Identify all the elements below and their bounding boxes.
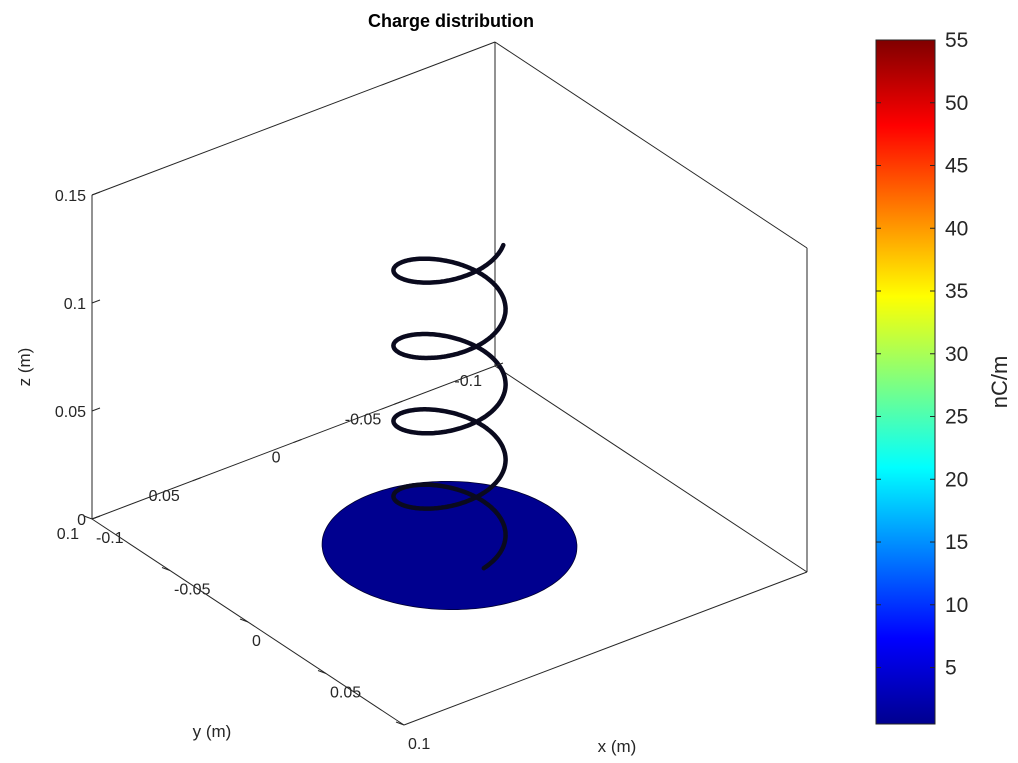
colorbar-tick-label: 40 — [945, 217, 968, 240]
z-tick-mark — [91, 299, 101, 304]
chart-title: Charge distribution — [368, 11, 534, 31]
axes-front-box — [91, 195, 808, 726]
x-tick-mark — [317, 670, 327, 674]
axes-back-box — [91, 41, 808, 573]
x-tick-label: 0 — [252, 633, 261, 650]
y-tick-label: 0 — [272, 450, 281, 467]
y-tick-label: -0.1 — [454, 373, 482, 390]
colorbar-tick-label: 5 — [945, 657, 957, 680]
x-axis-label: x (m) — [598, 737, 637, 756]
z-tick-label: 0 — [77, 512, 86, 529]
colorbar-tick-label: 15 — [945, 531, 968, 554]
x-tick-label: -0.1 — [96, 530, 124, 547]
helix-wire — [391, 242, 508, 571]
box-edge — [494, 365, 808, 573]
ground-disk — [321, 480, 578, 610]
box-edge — [403, 571, 808, 726]
x-tick-mark — [239, 618, 249, 623]
colorbar-ticks: 5 10 15 20 25 30 35 40 45 50 55 — [876, 29, 968, 680]
colorbar-tick-label: 50 — [945, 92, 968, 115]
colorbar-tick-label: 20 — [945, 468, 968, 491]
x-tick-mark — [161, 567, 171, 571]
helix-line — [391, 242, 508, 571]
colorbar-tick-label: 10 — [945, 594, 968, 617]
z-tick-mark — [91, 407, 101, 412]
y-tick-mark — [394, 400, 403, 405]
x-tick-mark — [83, 515, 93, 520]
colorbar-tick-label: 45 — [945, 155, 968, 178]
colorbar — [875, 39, 936, 725]
y-tick-label: 0.1 — [57, 526, 79, 543]
y-tick-mark — [91, 515, 101, 520]
z-tick-label: 0.05 — [55, 404, 86, 421]
z-tick-label: 0.1 — [64, 296, 86, 313]
colorbar-tick-label: 55 — [945, 29, 968, 52]
y-tick-mark — [192, 477, 201, 482]
z-tick-mark — [91, 191, 101, 196]
y-tick-mark — [494, 362, 504, 367]
ground-disk-surface — [321, 480, 578, 610]
x-tick-label: 0.1 — [408, 736, 430, 753]
box-edge — [494, 41, 808, 249]
z-tick-label: 0.15 — [55, 188, 86, 205]
y-tick-mark — [293, 439, 302, 443]
y-tick-label: 0.05 — [149, 488, 180, 505]
z-axis-label: z (m) — [15, 348, 34, 387]
box-edge — [91, 41, 496, 196]
x-tick-mark — [395, 721, 405, 726]
colorbar-tick-label: 35 — [945, 280, 968, 303]
colorbar-tick-label: 25 — [945, 406, 968, 429]
x-tick-label: 0.05 — [330, 685, 361, 702]
y-axis-label: y (m) — [193, 722, 232, 741]
colorbar-tick-label: 30 — [945, 343, 968, 366]
y-tick-label: -0.05 — [345, 411, 382, 428]
x-tick-label: -0.05 — [174, 582, 211, 599]
colorbar-label: nC/m — [987, 356, 1012, 409]
